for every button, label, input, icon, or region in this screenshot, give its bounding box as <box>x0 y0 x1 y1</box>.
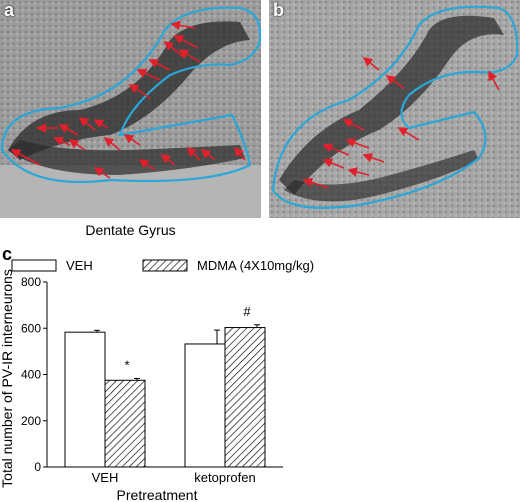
chart-bars: *# <box>64 304 266 468</box>
micrograph-a-image <box>0 0 261 218</box>
legend-label: MDMA (4X10mg/kg) <box>197 258 314 273</box>
red-arrows-b <box>302 57 500 189</box>
panel-letter-a: a <box>4 0 15 20</box>
x-tick-label: VEH <box>92 470 119 485</box>
bar <box>184 343 226 468</box>
panel-caption: Dentate Gyrus <box>85 222 176 238</box>
y-tick-label: 400 <box>21 368 41 382</box>
bar <box>224 327 266 468</box>
y-tick-label: 800 <box>21 275 41 289</box>
legend-swatch <box>11 259 57 272</box>
micrograph-panel-a: a <box>0 0 261 218</box>
dentate-outline-a <box>0 6 261 184</box>
legend-label: VEH <box>66 258 93 273</box>
x-tick-label: ketoprofen <box>194 470 255 485</box>
panel-letter-c: c <box>2 244 12 264</box>
micrograph-b-image <box>269 0 520 218</box>
bar-chart: c VEH MDMA (4X10mg/kg) 0 200 400 600 800 VEH ke… <box>0 244 314 502</box>
micrograph-panel-b: b <box>269 0 520 218</box>
red-arrows-a <box>10 20 246 179</box>
legend-swatch <box>142 259 188 272</box>
y-tick-label: 0 <box>34 460 41 474</box>
x-axis-label: Pretreatment <box>117 487 198 502</box>
dentate-outline-b <box>271 5 519 209</box>
bar <box>104 379 146 468</box>
chart-legend: VEH MDMA (4X10mg/kg) <box>11 258 314 273</box>
significance-marker: # <box>243 304 251 319</box>
y-axis-label: Total number of PV-IR interneurons <box>0 269 15 488</box>
significance-marker: * <box>124 357 129 372</box>
y-tick-label: 600 <box>21 321 41 335</box>
y-tick-label: 200 <box>21 414 41 428</box>
panel-letter-b: b <box>273 0 284 20</box>
chart-axes: 0 200 400 600 800 VEH ketoprofen <box>21 275 283 485</box>
bar <box>64 331 106 468</box>
